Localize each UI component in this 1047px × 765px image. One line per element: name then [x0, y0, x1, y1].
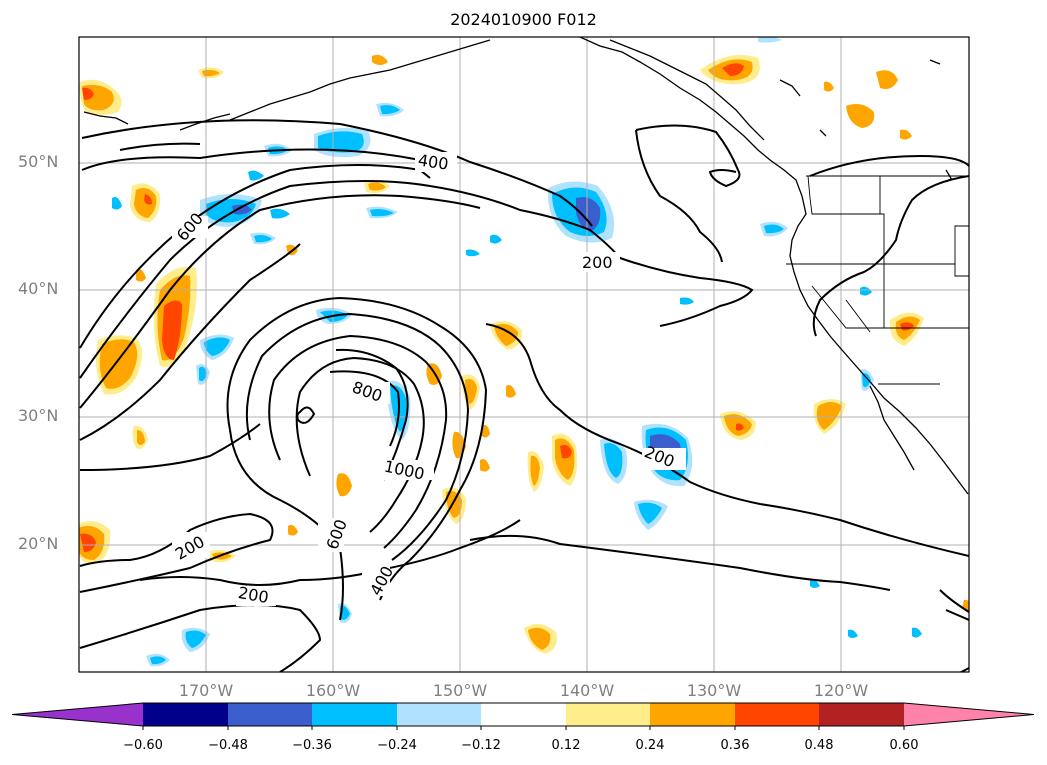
colorbar-tick-label: −0.12 [461, 738, 501, 753]
lat-label: 30°N [18, 406, 59, 425]
map-panel: 400 600 200 800 1000 200 600 400 200 200 [78, 36, 970, 673]
colorbar-cell [481, 703, 566, 726]
lon-label: 140°W [559, 681, 615, 700]
country-borders [786, 175, 969, 385]
colorbar-cell [143, 703, 228, 726]
lat-label: 20°N [18, 534, 59, 553]
map-title: 2024010900 F012 [450, 10, 597, 29]
lat-label: 40°N [18, 279, 59, 298]
lon-label: 120°W [813, 681, 869, 700]
colorbar-cell [735, 703, 819, 726]
map-frame [78, 36, 970, 673]
lon-label: 160°W [305, 681, 361, 700]
colorbar-tick-label: 0.24 [635, 738, 665, 753]
contour-lines [79, 119, 969, 672]
colorbar-outline [11, 702, 1035, 727]
colorbar-tick-label: −0.24 [377, 738, 417, 753]
colorbar-cell [228, 703, 312, 726]
colorbar-extend-low [12, 703, 143, 726]
graticule [79, 37, 969, 672]
lat-label: 50°N [18, 152, 59, 171]
colorbar-tick-label: −0.48 [208, 738, 248, 753]
colorbar-cell [312, 703, 397, 726]
contour-label: 200 [582, 253, 613, 272]
colorbar-tick-label: −0.60 [123, 738, 163, 753]
colorbar-tick-label: 0.48 [804, 738, 834, 753]
colorbar-cell [397, 703, 481, 726]
contour-label: 400 [417, 151, 450, 174]
colorbar-tick-label: 0.36 [720, 738, 750, 753]
colorbar-cell [650, 703, 735, 726]
colorbar-tick-label: 0.12 [551, 738, 581, 753]
lon-label: 170°W [178, 681, 234, 700]
lon-label: 130°W [686, 681, 742, 700]
colorbar-tick-label: 0.60 [889, 738, 919, 753]
colorbar-extend-high [904, 703, 1034, 726]
colorbar-cell [819, 703, 904, 726]
lon-label: 150°W [432, 681, 488, 700]
positive-anomaly-shading [79, 54, 969, 654]
colorbar-tick-label: −0.36 [292, 738, 332, 753]
colorbar-cell [566, 703, 650, 726]
